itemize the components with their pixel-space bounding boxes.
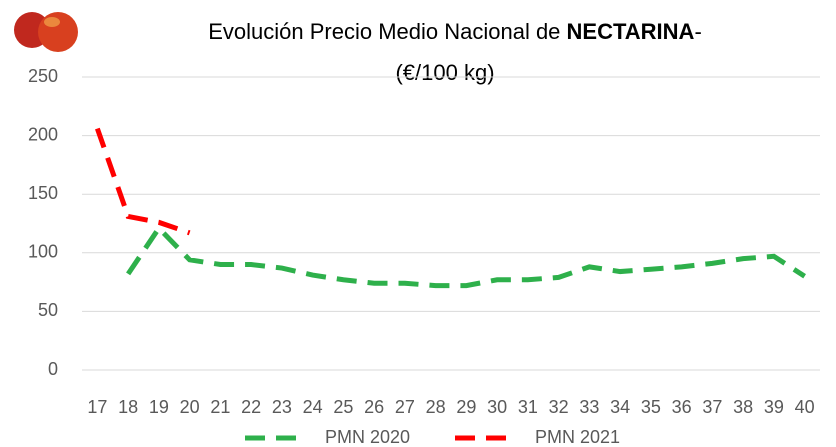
x-tick-label: 38 [733,397,753,417]
title-part: Evolución Precio Medio Nacional de [208,19,566,44]
x-tick-label: 25 [333,397,353,417]
x-tick-label: 28 [426,397,446,417]
y-tick-label: 100 [28,242,58,262]
title-part: - [694,19,701,44]
x-tick-label: 37 [702,397,722,417]
chart-title: Evolución Precio Medio Nacional de NECTA… [208,19,702,44]
title-part: NECTARINA [567,19,695,44]
x-tick-label: 19 [149,397,169,417]
x-tick-label: 33 [579,397,599,417]
chart-subtitle: (€/100 kg) [395,60,494,85]
x-tick-label: 17 [87,397,107,417]
x-tick-label: 36 [672,397,692,417]
x-tick-label: 40 [795,397,815,417]
x-tick-label: 21 [210,397,230,417]
x-tick-label: 32 [549,397,569,417]
legend-label: PMN 2020 [325,427,410,447]
x-tick-label: 35 [641,397,661,417]
x-tick-label: 30 [487,397,507,417]
series-line [126,224,806,289]
x-tick-label: 34 [610,397,630,417]
x-tick-label: 24 [303,397,323,417]
y-tick-label: 250 [28,66,58,86]
x-tick-label: 39 [764,397,784,417]
x-tick-label: 22 [241,397,261,417]
x-tick-label: 31 [518,397,538,417]
fruit-icon [14,12,78,52]
x-tick-label: 27 [395,397,415,417]
x-tick-label: 20 [180,397,200,417]
x-tick-label: 23 [272,397,292,417]
legend-label: PMN 2021 [535,427,620,447]
y-tick-label: 200 [28,124,58,144]
x-tick-label: 29 [456,397,476,417]
y-tick-label: 50 [38,300,58,320]
series-line [95,127,191,236]
x-tick-label: 18 [118,397,138,417]
y-tick-label: 0 [48,359,58,379]
x-tick-label: 26 [364,397,384,417]
y-tick-label: 150 [28,183,58,203]
